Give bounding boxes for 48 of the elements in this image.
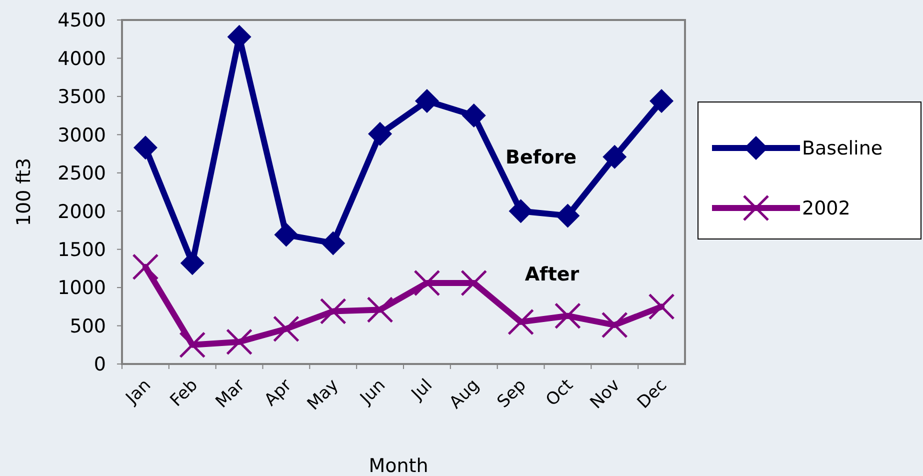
point xyxy=(602,144,627,169)
point xyxy=(133,136,158,160)
point xyxy=(648,293,675,320)
x-tick-label: Mar xyxy=(212,375,249,412)
x-tick-label: Jun xyxy=(356,375,390,410)
x-tick-label: Jan xyxy=(122,375,155,409)
y-tick-label: 1500 xyxy=(58,238,106,261)
annotation: After xyxy=(524,264,580,286)
point xyxy=(366,296,394,323)
point xyxy=(414,270,440,296)
point xyxy=(368,122,392,146)
point xyxy=(462,104,486,128)
y-tick-label: 3000 xyxy=(58,124,106,146)
point xyxy=(556,204,580,228)
point xyxy=(414,89,439,114)
y-tick-label: 1000 xyxy=(58,277,106,300)
legend-label: 2002 xyxy=(802,198,850,220)
point xyxy=(650,89,674,114)
point xyxy=(179,332,206,358)
y-tick-label: 0 xyxy=(94,354,106,376)
annotation: Before xyxy=(506,146,576,169)
point xyxy=(554,302,581,330)
point xyxy=(321,231,346,256)
y-tick-label: 4000 xyxy=(58,48,106,70)
point xyxy=(132,254,159,280)
x-axis-title: Month xyxy=(368,455,428,476)
point xyxy=(508,308,534,336)
y-axis-title: 100 ft3 xyxy=(13,158,35,226)
point xyxy=(601,312,628,338)
y-tick-label: 4500 xyxy=(58,10,106,32)
y-tick-label: 2000 xyxy=(58,200,106,223)
x-tick-label: Dec xyxy=(634,375,672,413)
x-tick-label: Oct xyxy=(542,375,578,410)
x-tick-label: Feb xyxy=(166,375,202,411)
x-tick-label: Sep xyxy=(494,375,530,412)
point xyxy=(272,316,300,342)
y-tick-label: 500 xyxy=(70,315,106,338)
point xyxy=(320,298,346,325)
point xyxy=(226,328,253,356)
point xyxy=(180,251,204,276)
point xyxy=(508,199,533,224)
point xyxy=(460,270,488,296)
y-tick-label: 3500 xyxy=(58,86,106,108)
x-tick-label: Jul xyxy=(407,375,436,405)
legend-label: Baseline xyxy=(802,138,883,160)
x-tick-label: Apr xyxy=(260,375,296,410)
point xyxy=(274,222,298,247)
y-tick-label: 2500 xyxy=(58,162,106,185)
